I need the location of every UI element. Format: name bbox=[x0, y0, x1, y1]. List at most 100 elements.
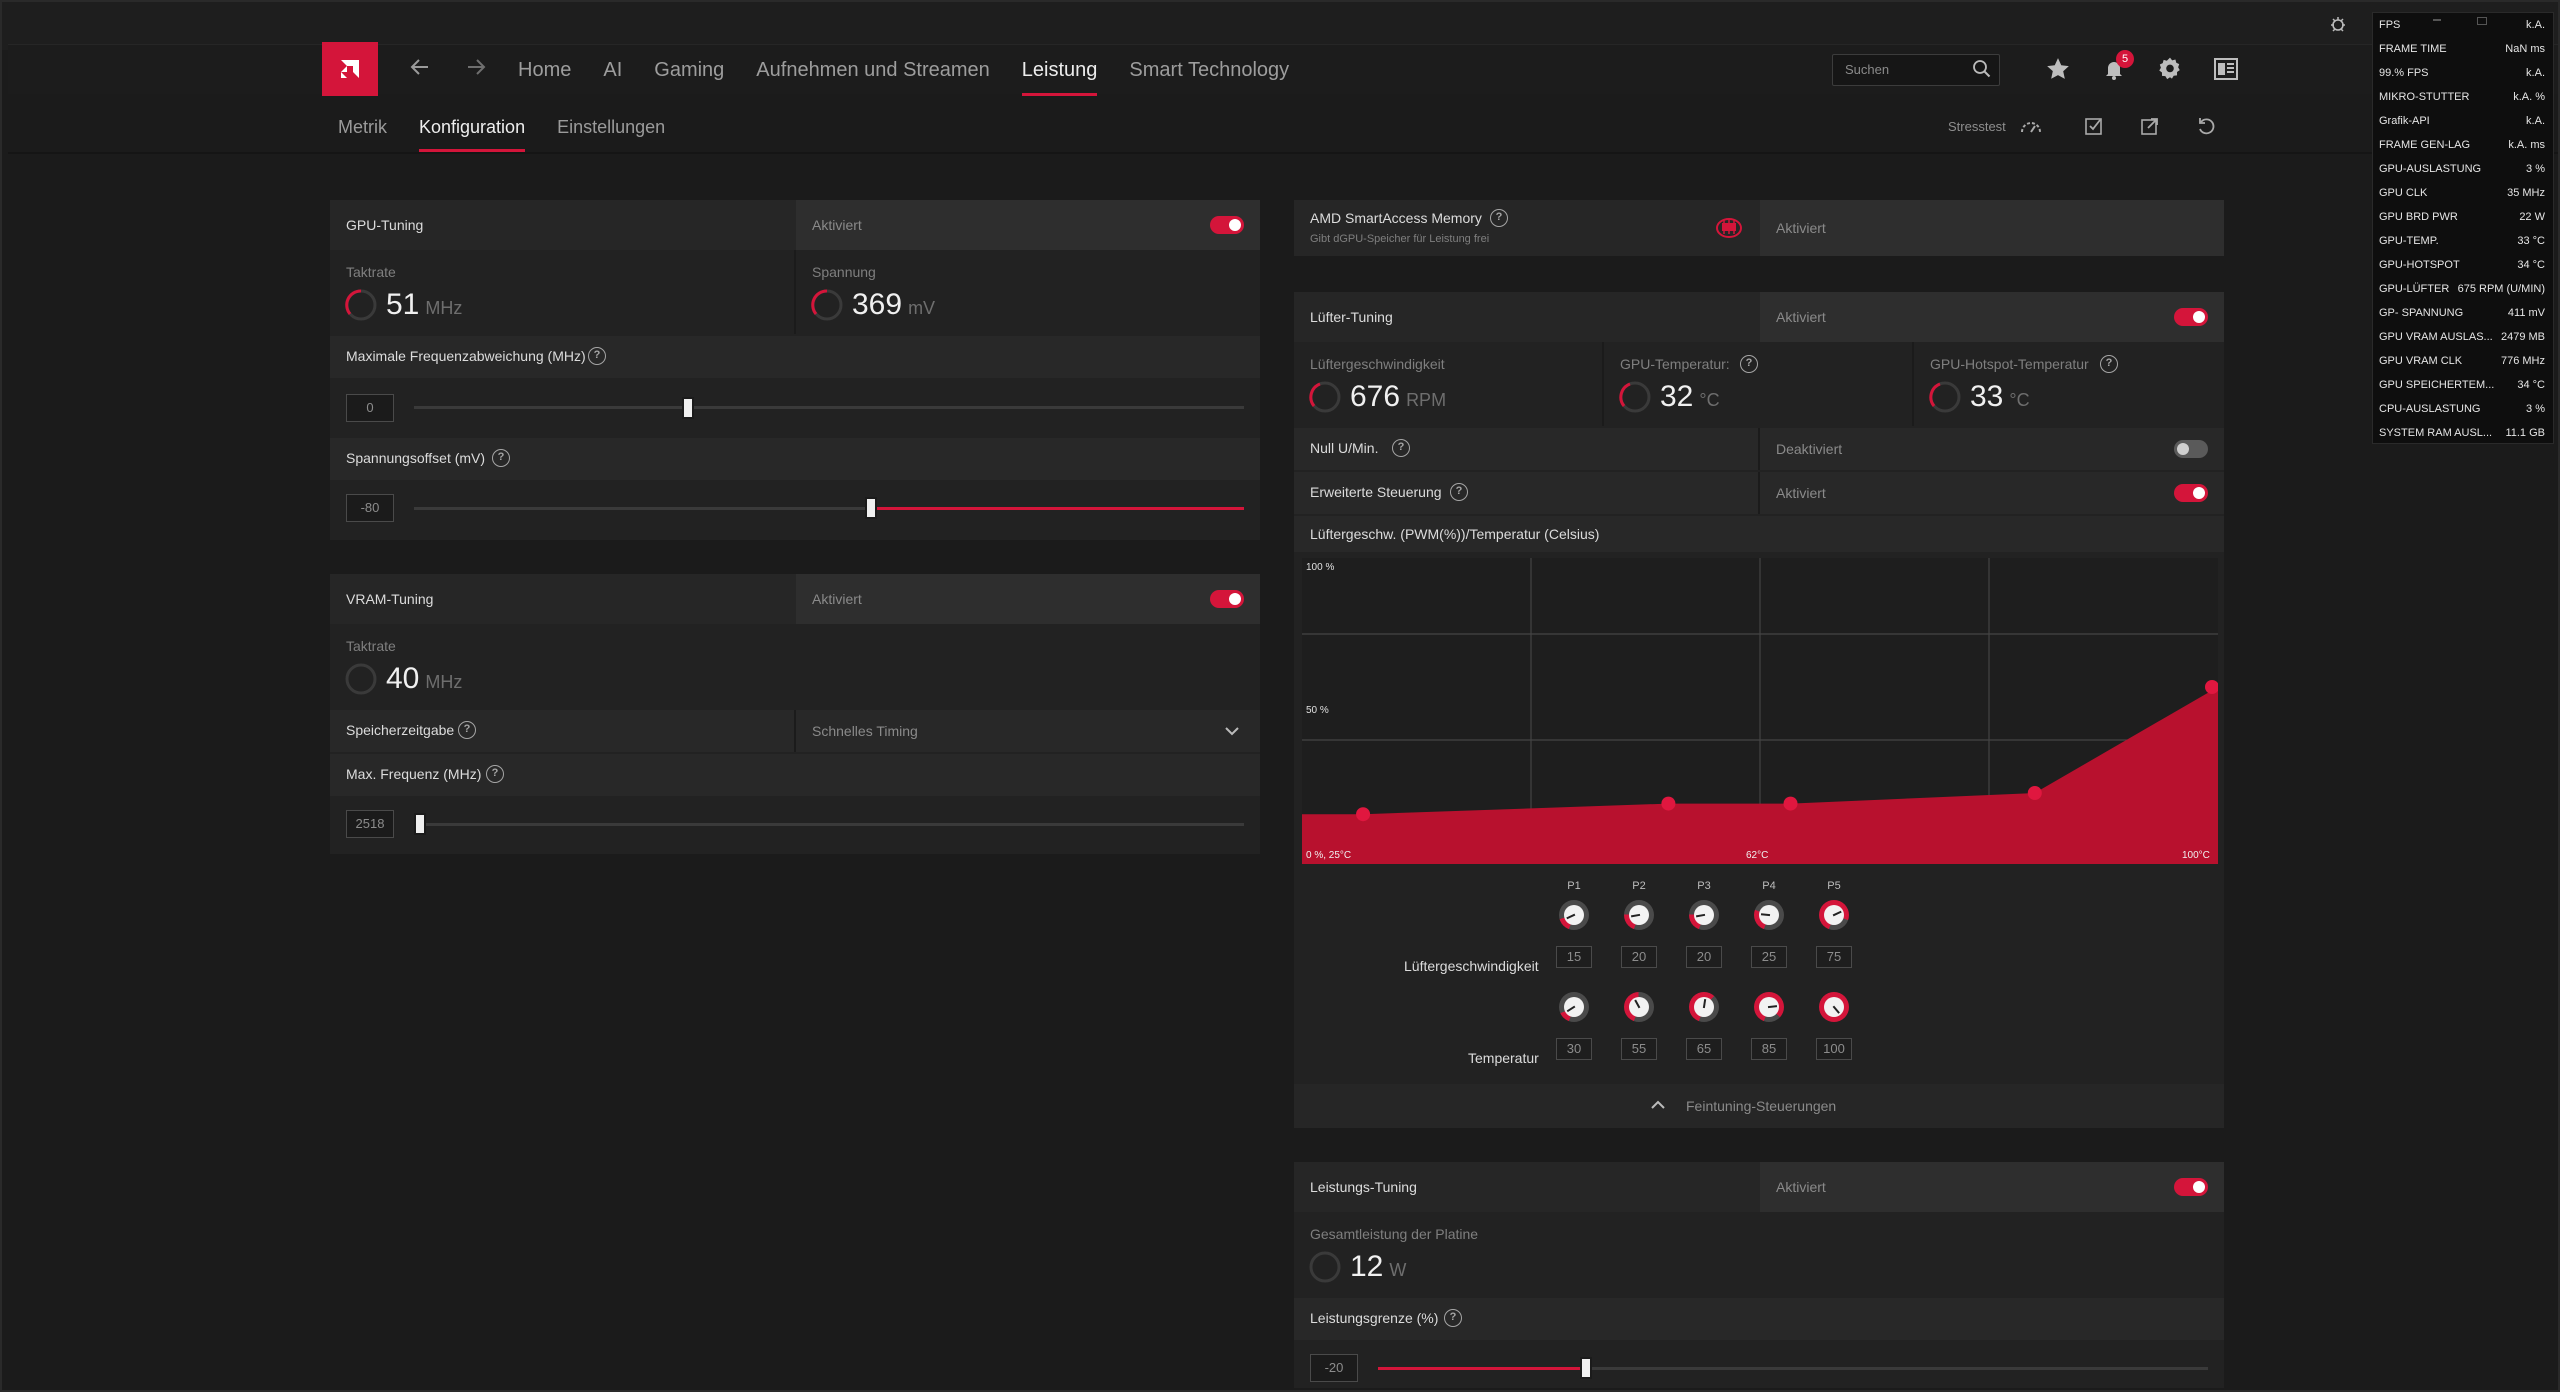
forward-arrow-icon[interactable] bbox=[448, 56, 504, 85]
overlay-window-icon[interactable] bbox=[2477, 17, 2487, 25]
overlay-label: SYSTEM RAM AUSL... bbox=[2379, 427, 2493, 439]
advanced-control-toggle[interactable] bbox=[2174, 484, 2208, 502]
sam-help-icon[interactable]: ? bbox=[1490, 209, 1508, 227]
temp-value-p4[interactable]: 85 bbox=[1751, 1038, 1787, 1060]
overlay-value: 34 °C bbox=[2517, 259, 2545, 271]
board-power-gauge-icon bbox=[1309, 1251, 1341, 1283]
temp-knob-p1[interactable] bbox=[1559, 992, 1589, 1022]
notifications-bell-icon[interactable]: 5 bbox=[2086, 50, 2142, 86]
fan-knob-p5[interactable] bbox=[1819, 900, 1849, 930]
settings-gear-icon[interactable] bbox=[2142, 52, 2198, 86]
vram-max-freq-slider-track[interactable] bbox=[414, 823, 1244, 826]
vram-max-freq-help-icon[interactable]: ? bbox=[486, 765, 504, 783]
power-limit-help-icon[interactable]: ? bbox=[1444, 1309, 1462, 1327]
temp-knob-p4[interactable] bbox=[1754, 992, 1784, 1022]
fan-value-p2[interactable]: 20 bbox=[1621, 946, 1657, 968]
curve-point-p2[interactable] bbox=[1661, 796, 1676, 811]
max-freq-slider-thumb[interactable] bbox=[681, 397, 694, 419]
memory-timing-help-icon[interactable]: ? bbox=[458, 721, 476, 739]
finetune-controls-link[interactable]: Feintuning-Steuerungen bbox=[1686, 1098, 1837, 1114]
favorites-star-icon[interactable] bbox=[2030, 52, 2086, 86]
overlay-label: GPU-AUSLASTUNG bbox=[2379, 163, 2482, 175]
fan-value-p4[interactable]: 25 bbox=[1751, 946, 1787, 968]
vram-max-freq-input[interactable]: 2518 bbox=[346, 810, 394, 838]
temp-value-p5[interactable]: 100 bbox=[1816, 1038, 1852, 1060]
power-limit-input[interactable]: -20 bbox=[1310, 1354, 1358, 1382]
overlay-label: FPS bbox=[2379, 19, 2401, 31]
tab-configuration[interactable]: Konfiguration bbox=[419, 117, 526, 152]
chevron-down-icon[interactable] bbox=[1224, 724, 1240, 742]
nav-performance[interactable]: Leistung bbox=[1021, 42, 1097, 98]
fan-value-p1[interactable]: 15 bbox=[1556, 946, 1592, 968]
amd-logo[interactable] bbox=[322, 42, 378, 96]
zero-rpm-help-icon[interactable]: ? bbox=[1392, 439, 1410, 457]
panel-layout-icon[interactable] bbox=[2198, 52, 2254, 86]
x-tick-right: 100°C bbox=[2182, 850, 2210, 861]
stresstest-gauge-icon[interactable] bbox=[2016, 112, 2046, 140]
reset-icon[interactable] bbox=[2178, 112, 2234, 140]
voltage-offset-input[interactable]: -80 bbox=[346, 494, 394, 522]
fan-value-p5[interactable]: 75 bbox=[1816, 946, 1852, 968]
temp-knob-p2[interactable] bbox=[1624, 992, 1654, 1022]
nav-recording-streaming[interactable]: Aufnehmen und Streamen bbox=[756, 59, 990, 81]
gpu-tuning-status-cell bbox=[796, 200, 1260, 250]
temp-value-p1[interactable]: 30 bbox=[1556, 1038, 1592, 1060]
voltage-offset-help-icon[interactable]: ? bbox=[492, 449, 510, 467]
export-icon[interactable] bbox=[2122, 112, 2178, 140]
fan-curve-area bbox=[1302, 687, 2218, 864]
gpu-temp-help-icon[interactable]: ? bbox=[1740, 355, 1758, 373]
power-tuning-toggle[interactable] bbox=[2174, 1178, 2208, 1196]
fan-tuning-toggle[interactable] bbox=[2174, 308, 2208, 326]
fan-knob-p4[interactable] bbox=[1754, 900, 1784, 930]
curve-point-p3[interactable] bbox=[1783, 796, 1798, 811]
memory-timing-select[interactable]: Schnelles Timing bbox=[812, 723, 918, 739]
overlay-label: CPU-AUSLASTUNG bbox=[2379, 403, 2481, 415]
nav-ai[interactable]: AI bbox=[603, 59, 623, 81]
curve-point-p5[interactable] bbox=[2205, 680, 2218, 694]
voltage-offset-slider-thumb[interactable] bbox=[864, 497, 877, 519]
fan-value-p3[interactable]: 20 bbox=[1686, 946, 1722, 968]
temp-value-p2[interactable]: 55 bbox=[1621, 1038, 1657, 1060]
overlay-minimize-icon[interactable] bbox=[2433, 19, 2441, 21]
max-freq-help-icon[interactable]: ? bbox=[588, 347, 606, 365]
fan-knob-p3[interactable] bbox=[1689, 900, 1719, 930]
voltage-offset-slider-track[interactable] bbox=[414, 507, 1244, 510]
nav-gaming[interactable]: Gaming bbox=[654, 59, 725, 81]
overlay-value: 675 RPM (U/MIN) bbox=[2457, 283, 2545, 295]
power-limit-slider-track[interactable] bbox=[1378, 1367, 2208, 1370]
nav-smart-technology[interactable]: Smart Technology bbox=[1129, 59, 1290, 81]
overlay-row: MIKRO-STUTTER k.A. % bbox=[2379, 91, 2545, 103]
debug-icon[interactable] bbox=[2328, 14, 2348, 34]
search-icon[interactable] bbox=[1972, 59, 1992, 79]
fan-knob-p2[interactable] bbox=[1624, 900, 1654, 930]
temp-knob-p3[interactable] bbox=[1689, 992, 1719, 1022]
temp-value-p3[interactable]: 65 bbox=[1686, 1038, 1722, 1060]
nav-home[interactable]: Home bbox=[518, 59, 572, 81]
fan-curve-chart[interactable]: 100 % 50 % 0 %, 25°C 62°C 100°C bbox=[1302, 558, 2218, 864]
hotspot-temp-help-icon[interactable]: ? bbox=[2100, 355, 2118, 373]
chevron-up-icon[interactable] bbox=[1650, 1098, 1666, 1116]
search-input[interactable]: Suchen bbox=[1832, 54, 2000, 86]
gpu-tuning-toggle[interactable] bbox=[1210, 216, 1244, 234]
curve-point-p1[interactable] bbox=[1356, 807, 1371, 822]
back-arrow-icon[interactable] bbox=[392, 56, 448, 85]
vram-tuning-toggle[interactable] bbox=[1210, 590, 1244, 608]
max-freq-input[interactable]: 0 bbox=[346, 394, 394, 422]
stresstest-label[interactable]: Stresstest bbox=[1948, 118, 2006, 134]
zero-rpm-toggle[interactable] bbox=[2174, 440, 2208, 458]
fan-knob-p1[interactable] bbox=[1559, 900, 1589, 930]
power-limit-slider-thumb[interactable] bbox=[1579, 1357, 1592, 1379]
point-label-p5: P5 bbox=[1827, 880, 1841, 892]
overlay-value: k.A. bbox=[2526, 19, 2545, 31]
advanced-control-help-icon[interactable]: ? bbox=[1450, 483, 1468, 501]
temp-knob-p5[interactable] bbox=[1819, 992, 1849, 1022]
max-freq-header bbox=[330, 336, 1260, 378]
tab-metrics[interactable]: Metrik bbox=[338, 117, 387, 137]
curve-point-p4[interactable] bbox=[2027, 786, 2042, 800]
tab-settings[interactable]: Einstellungen bbox=[557, 117, 666, 137]
max-freq-slider-track[interactable] bbox=[414, 406, 1244, 409]
apply-icon[interactable] bbox=[2066, 112, 2122, 140]
advanced-control-status: Aktiviert bbox=[1776, 485, 1826, 501]
power-tuning-panel: Leistungs-Tuning Aktiviert Gesamtleistun… bbox=[1294, 1162, 2224, 1388]
vram-max-freq-slider-thumb[interactable] bbox=[414, 813, 426, 835]
